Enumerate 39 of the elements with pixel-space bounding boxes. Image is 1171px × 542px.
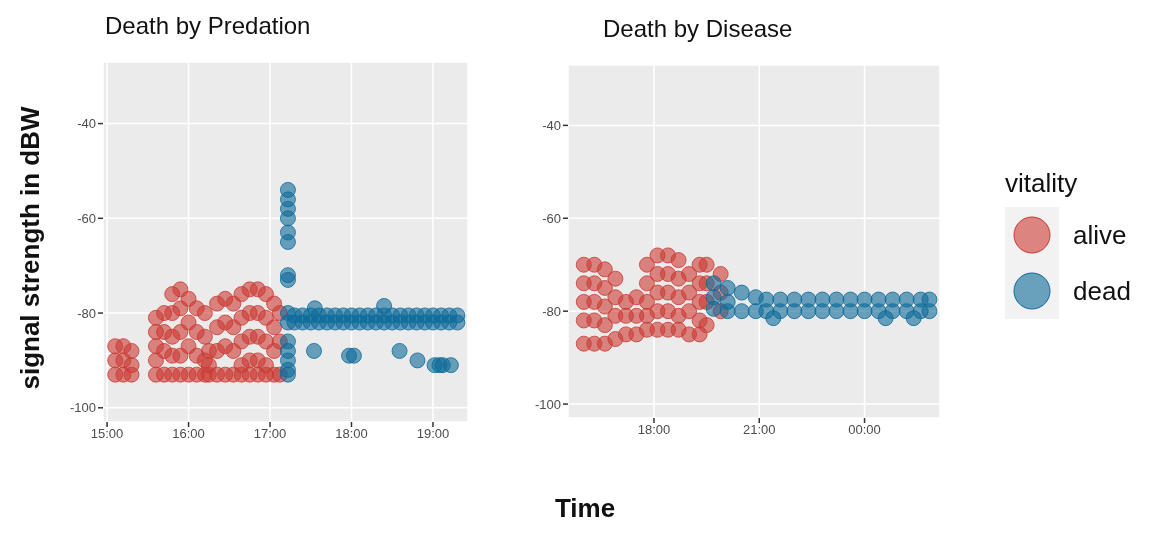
point: [786, 303, 803, 320]
x-tick-label: 00:00: [848, 422, 881, 438]
y-tick-label: -40: [77, 116, 96, 132]
y-axis-title: signal strength in dBW: [14, 106, 46, 390]
point: [705, 300, 722, 317]
point: [733, 284, 750, 301]
x-tick-label: 15:00: [90, 426, 124, 442]
legend-title: vitality: [1005, 168, 1079, 199]
x-tick-label: 18:00: [335, 426, 368, 442]
point: [814, 303, 831, 320]
x-axis-title: Time: [554, 492, 616, 524]
x-tick-label: 18:00: [637, 422, 671, 438]
x-tick-label: 19:00: [416, 426, 450, 442]
point: [921, 303, 938, 320]
x-tick-label: 16:00: [172, 426, 205, 442]
y-tick-label: -100: [534, 396, 561, 412]
x-tick-label: 17:00: [253, 426, 287, 442]
point: [800, 303, 817, 320]
point: [719, 303, 736, 320]
y-tick-label: -60: [542, 210, 561, 226]
point: [719, 279, 736, 296]
point: [856, 303, 873, 320]
point: [765, 310, 782, 327]
legend-label: dead: [1073, 275, 1131, 307]
point: [733, 303, 750, 320]
chart-title: Death by Predation: [105, 12, 311, 40]
point: [877, 310, 894, 327]
y-tick-label: -80: [77, 305, 96, 321]
y-tick-label: -80: [542, 303, 561, 319]
y-tick-label: -40: [542, 118, 561, 133]
y-tick-label: -60: [77, 210, 96, 226]
point: [842, 303, 859, 320]
point: [905, 310, 922, 327]
point: [828, 303, 845, 320]
point: [705, 275, 722, 292]
legend-label: alive: [1073, 219, 1127, 251]
chart-title: Death by Disease: [603, 15, 793, 43]
x-tick-label: 21:00: [742, 422, 776, 438]
y-tick-label: -100: [69, 400, 96, 416]
